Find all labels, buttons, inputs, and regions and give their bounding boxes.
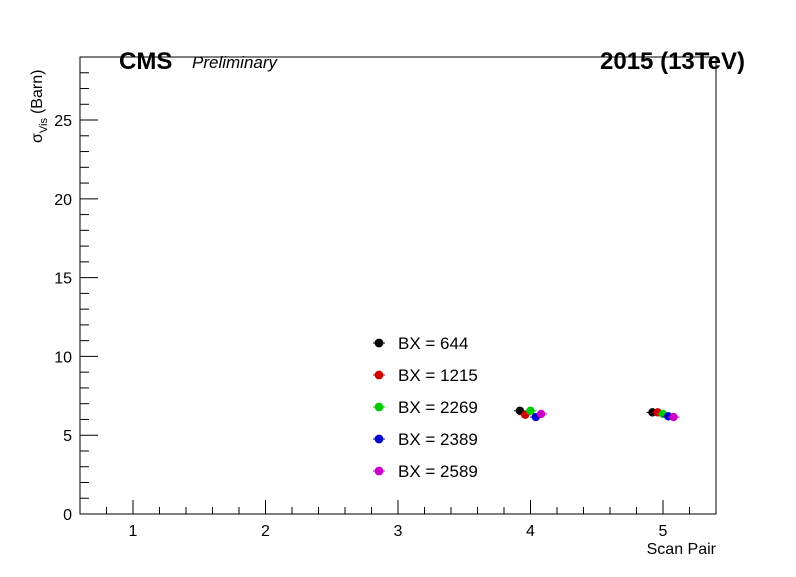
cms-label: CMS	[119, 48, 172, 75]
data-point	[526, 406, 535, 415]
x-axis-label: Scan Pair	[647, 541, 717, 558]
data-point	[536, 409, 546, 419]
y-axis-label-sub: Vis	[38, 118, 50, 134]
y-tick-label: 5	[63, 428, 72, 445]
legend-entry: BX = 2269	[398, 398, 478, 417]
legend-marker	[374, 402, 384, 412]
legend-entry: BX = 2589	[398, 462, 478, 481]
legend-marker	[374, 370, 384, 380]
data-points	[513, 406, 680, 422]
svg-text:σVis(Barn): σVis (Barn)	[29, 70, 50, 143]
legend-entry: BX = 644	[398, 334, 468, 353]
x-axis-ticks: 1 2 3 4 5	[79, 500, 717, 540]
y-tick-label: 25	[54, 113, 72, 130]
y-axis-ticks: 0 5 10 15 20 25	[54, 56, 98, 524]
y-tick-label: 10	[54, 349, 72, 366]
y-tick-label: 20	[54, 192, 72, 209]
legend-marker	[374, 338, 384, 348]
data-point	[669, 412, 678, 422]
x-tick-label: 1	[129, 523, 138, 540]
y-axis-label-sigma: σ	[29, 133, 46, 143]
y-axis-label-unit: (Barn)	[29, 70, 46, 114]
legend-marker	[374, 466, 384, 476]
x-tick-label: 2	[261, 523, 270, 540]
x-tick-label: 4	[526, 523, 535, 540]
y-tick-label: 0	[63, 507, 72, 524]
preliminary-label: Preliminary	[192, 53, 279, 72]
legend-entry: BX = 2389	[398, 430, 478, 449]
y-axis-label: σVis (Barn)	[29, 70, 50, 143]
energy-label: 2015 (13TeV)	[600, 48, 745, 75]
legend-entry: BX = 1215	[398, 366, 478, 385]
y-tick-label: 15	[54, 271, 72, 288]
legend-marker	[374, 434, 384, 444]
x-tick-label: 3	[394, 523, 403, 540]
legend: BX = 644 BX = 1215 BX = 2269 BX = 2389 BX = …	[373, 334, 478, 481]
x-tick-label: 5	[659, 523, 668, 540]
